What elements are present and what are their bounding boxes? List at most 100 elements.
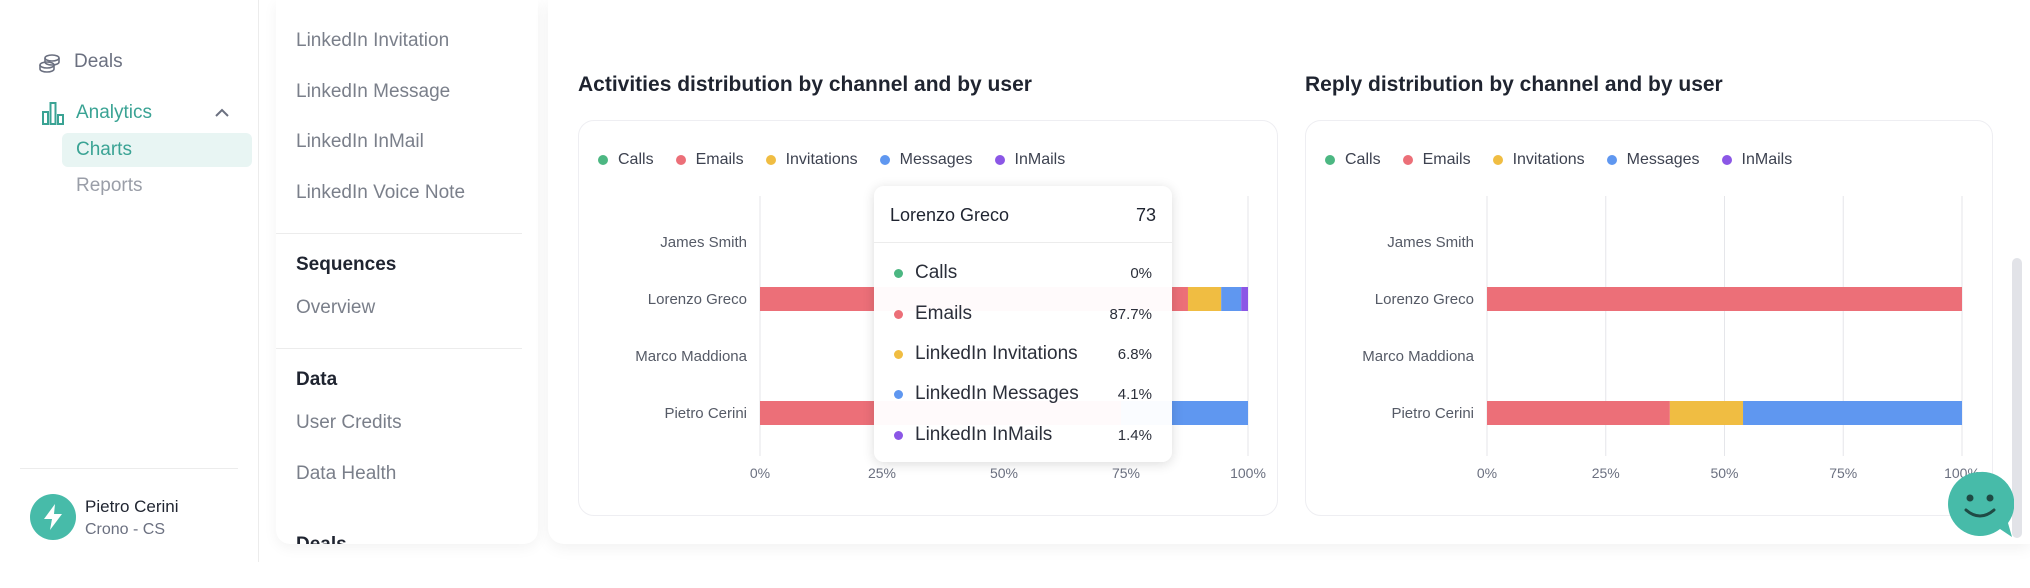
legend-swatch <box>879 155 890 165</box>
subnav-heading-sequences: Sequences <box>296 254 397 275</box>
chevron-up-icon[interactable] <box>214 106 230 118</box>
legend-item-invitations[interactable]: Invitations <box>1492 151 1585 169</box>
y-tick-label: Lorenzo Greco <box>1375 291 1474 308</box>
x-tick-label: 100% <box>1230 465 1266 481</box>
subnav-heading-data: Data <box>296 369 338 390</box>
legend-item-inmails[interactable]: InMails <box>994 151 1066 169</box>
bar-inmails-lorenzo-greco[interactable] <box>1241 287 1248 311</box>
bar-invitations-lorenzo-greco[interactable] <box>1187 287 1222 311</box>
legend-label: Invitations <box>1512 151 1585 168</box>
y-tick-label: Lorenzo Greco <box>648 291 747 308</box>
subnav-linkedin-voice-note[interactable]: LinkedIn Voice Note <box>296 182 466 203</box>
tooltip-swatch <box>894 430 903 440</box>
subnav-data-health[interactable]: Data Health <box>296 463 397 484</box>
subnav-heading-deals: Deals <box>296 534 347 544</box>
left-nav: Deals Analytics Charts Reports Pietro Ce… <box>0 0 259 562</box>
user-area[interactable]: Pietro Cerini Crono - CS <box>20 468 238 562</box>
bar-emails-pietro-cerini[interactable] <box>1487 401 1670 425</box>
smiley-chat-icon <box>1948 471 2015 537</box>
tooltip-row-emails: Emails 87.7% <box>894 303 1152 325</box>
bar-messages-pietro-cerini[interactable] <box>1743 401 1962 425</box>
y-tick-label: Pietro Cerini <box>664 405 747 422</box>
x-tick-label: 25% <box>868 465 896 481</box>
nav-item-analytics[interactable]: Analytics <box>76 102 153 123</box>
page-bottom <box>0 562 2030 588</box>
legend-item-emails[interactable]: Emails <box>1402 151 1471 169</box>
x-tick-label: 50% <box>1710 465 1738 481</box>
y-tick-label: James Smith <box>1387 234 1474 251</box>
legend-swatch <box>1492 155 1503 165</box>
tooltip-swatch <box>894 268 903 278</box>
legend-label: InMails <box>1741 151 1793 168</box>
tooltip-row-label: LinkedIn Messages <box>915 383 1079 404</box>
legend-item-messages[interactable]: Messages <box>1606 151 1700 169</box>
legend-label: Calls <box>618 151 654 168</box>
tooltip-row-label: Emails <box>915 303 973 324</box>
coins-icon <box>38 52 62 76</box>
tooltip-row-calls: Calls 0% <box>894 262 1152 284</box>
nav-subitem-reports[interactable]: Reports <box>76 175 143 196</box>
tooltip-title: Lorenzo Greco <box>890 204 1010 225</box>
tooltip-row-linkedin-inmails: LinkedIn InMails 1.4% <box>894 424 1152 446</box>
legend-item-calls[interactable]: Calls <box>1325 151 1381 169</box>
legend-swatch <box>1606 155 1617 165</box>
tooltip-row-value: 4.1% <box>1117 385 1152 403</box>
tooltip-row-label: Calls <box>915 262 958 283</box>
tooltip-swatch <box>894 389 903 399</box>
legend-item-inmails[interactable]: InMails <box>1721 151 1793 169</box>
legend-label: Invitations <box>785 151 858 168</box>
tooltip-row-value: 0% <box>1130 264 1152 282</box>
subnav-linkedin-message[interactable]: LinkedIn Message <box>296 81 451 102</box>
legend-label: InMails <box>1014 151 1066 168</box>
x-tick-label: 75% <box>1829 465 1857 481</box>
chart-title-activities: Activities distribution by channel and b… <box>578 73 1032 96</box>
x-tick-label: 50% <box>990 465 1018 481</box>
y-tick-label: Marco Maddiona <box>1362 348 1474 365</box>
legend-swatch <box>994 155 1005 165</box>
legend-swatch <box>598 155 608 165</box>
tooltip-divider <box>874 242 1172 243</box>
legend-label: Messages <box>899 151 973 168</box>
subnav-linkedin-inmail[interactable]: LinkedIn InMail <box>296 131 424 152</box>
chart-title-replies: Reply distribution by channel and by use… <box>1305 73 1723 96</box>
subnav-user-credits[interactable]: User Credits <box>296 412 402 433</box>
legend-item-calls[interactable]: Calls <box>598 151 654 169</box>
bar-emails-lorenzo-greco[interactable] <box>1487 287 1962 311</box>
subnav-overview[interactable]: Overview <box>296 297 376 318</box>
bar-invitations-pietro-cerini[interactable] <box>1669 401 1744 425</box>
legend-item-invitations[interactable]: Invitations <box>765 151 858 169</box>
x-tick-label: 0% <box>1477 465 1497 481</box>
legend-swatch <box>1402 155 1413 165</box>
tooltip-row-linkedin-invitations: LinkedIn Invitations 6.8% <box>894 343 1152 365</box>
nav-subitem-charts[interactable]: Charts <box>62 133 252 167</box>
chat-bubble-button[interactable] <box>1946 470 2015 538</box>
analytics-subnav: LinkedIn Invitation LinkedIn Message Lin… <box>276 0 538 544</box>
tooltip-swatch <box>894 309 903 319</box>
legend-item-emails[interactable]: Emails <box>675 151 744 169</box>
x-tick-label: 75% <box>1112 465 1140 481</box>
user-org: Crono - CS <box>85 521 166 538</box>
tooltip-row-label: LinkedIn Invitations <box>915 343 1078 364</box>
bar-messages-lorenzo-greco[interactable] <box>1221 287 1242 311</box>
x-tick-label: 0% <box>750 465 770 481</box>
nav-subitem-charts-label: Charts <box>76 139 132 160</box>
main-scrollbar[interactable] <box>2012 258 2022 538</box>
y-tick-label: James Smith <box>660 234 747 251</box>
user-name: Pietro Cerini <box>85 497 179 516</box>
legend-item-messages[interactable]: Messages <box>879 151 973 169</box>
bar-chart-icon <box>40 100 66 126</box>
legend-replies: Calls Emails Invitations Messages InMails <box>1325 151 1814 169</box>
tooltip-row-value: 6.8% <box>1117 345 1152 363</box>
nav-item-deals[interactable]: Deals <box>74 51 123 72</box>
lightning-icon <box>44 504 62 530</box>
legend-label: Emails <box>695 151 744 168</box>
legend-label: Messages <box>1626 151 1700 168</box>
tooltip-swatch <box>894 349 903 359</box>
divider <box>276 348 522 349</box>
tooltip-row-linkedin-messages: LinkedIn Messages 4.1% <box>894 383 1152 405</box>
chart-tooltip: Lorenzo Greco 73 Calls 0% Emails 87.7% Linke… <box>874 186 1172 462</box>
subnav-linkedin-invitation[interactable]: LinkedIn Invitation <box>296 30 450 51</box>
y-tick-label: Pietro Cerini <box>1391 405 1474 422</box>
tooltip-row-value: 87.7% <box>1109 305 1152 323</box>
